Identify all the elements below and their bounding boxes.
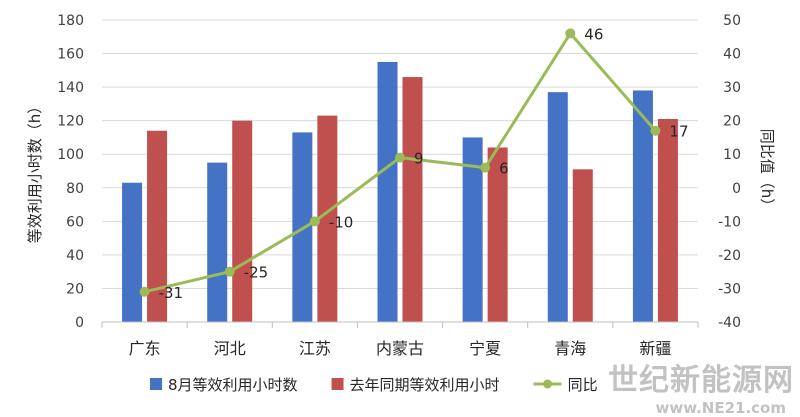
y-tick-label: 100 (57, 147, 84, 163)
bar-last-year (232, 120, 253, 323)
line-marker (224, 266, 235, 277)
bar-last-year (147, 130, 168, 322)
y-tick-label: 40 (66, 248, 84, 264)
legend-swatch (331, 378, 344, 390)
y2-tick-label: 10 (723, 147, 741, 163)
bar-last-year (657, 118, 678, 322)
category-label: 广东 (129, 339, 161, 358)
y-tick-label: 140 (57, 80, 84, 96)
bar-last-year (317, 115, 338, 322)
bar-current (462, 137, 483, 322)
bar-current (547, 92, 568, 323)
y2-tick-label: -40 (718, 315, 741, 331)
bar-last-year (572, 169, 593, 322)
y-tick-label: 80 (66, 181, 84, 197)
bar-current (122, 182, 143, 322)
y-tick-label: 60 (66, 214, 84, 230)
watermark-url: www.NE21.com (655, 399, 786, 417)
legend-swatch (150, 378, 162, 390)
legend-marker (543, 379, 553, 389)
bar-current (377, 61, 398, 322)
y2-tick-label: 20 (723, 114, 741, 130)
y-axis-title: 等效利用小时数（h） (26, 99, 44, 244)
data-label: -25 (244, 264, 269, 282)
data-label: -31 (159, 284, 184, 302)
y2-tick-label: 0 (732, 181, 741, 197)
category-label: 内蒙古 (376, 339, 424, 358)
line-marker (565, 28, 576, 39)
data-label: 17 (669, 123, 688, 141)
line-marker (650, 125, 661, 136)
category-labels: 广东 河北 江苏 内蒙古 宁夏 青海 新疆 (129, 339, 672, 358)
bars (122, 61, 678, 323)
category-label: 青海 (554, 339, 586, 358)
y2-tick-label: -10 (718, 214, 741, 230)
legend: 8月等效利用小时数 去年同期等效利用小时 同比 (150, 376, 598, 394)
y-tick-label: 160 (57, 47, 84, 63)
y-axis-ticks: 0 20 40 60 80 100 120 140 160 180 (57, 13, 84, 331)
bar-last-year (402, 77, 423, 323)
y2-tick-label: 40 (723, 47, 741, 63)
data-label: 9 (414, 150, 424, 168)
bar-last-year (487, 147, 508, 322)
bar-current (207, 162, 228, 322)
data-label: -10 (329, 213, 354, 231)
category-label: 新疆 (639, 339, 671, 358)
y2-tick-label: 30 (723, 80, 741, 96)
category-label: 宁夏 (469, 339, 501, 358)
bar-current (632, 90, 653, 322)
category-label: 河北 (214, 339, 246, 358)
legend-label: 8月等效利用小时数 (168, 376, 298, 394)
line-series: -31 -25 -10 9 6 46 17 (139, 25, 689, 302)
y2-axis-ticks: -40 -30 -20 -10 0 10 20 30 40 50 (718, 13, 741, 331)
y-tick-label: 180 (57, 13, 84, 29)
y-tick-label: 0 (75, 315, 84, 331)
y2-tick-label: -20 (718, 248, 741, 264)
line-marker (139, 286, 150, 297)
y2-axis-title: 同比值（h） (758, 129, 776, 214)
legend-label: 同比 (568, 376, 598, 394)
line-marker (309, 216, 320, 227)
y-tick-label: 120 (57, 114, 84, 130)
y-tick-label: 20 (66, 281, 84, 297)
y2-tick-label: 50 (723, 13, 741, 29)
line-marker (480, 162, 491, 173)
watermark-logo-text: 世纪新能源网 (608, 363, 794, 398)
data-label: 6 (499, 160, 509, 178)
line-marker (395, 152, 405, 163)
data-label: 46 (584, 25, 603, 43)
legend-label: 去年同期等效利用小时 (350, 376, 500, 394)
x-axis (101, 321, 699, 328)
y2-tick-label: -30 (718, 281, 741, 297)
category-label: 江苏 (299, 339, 331, 358)
